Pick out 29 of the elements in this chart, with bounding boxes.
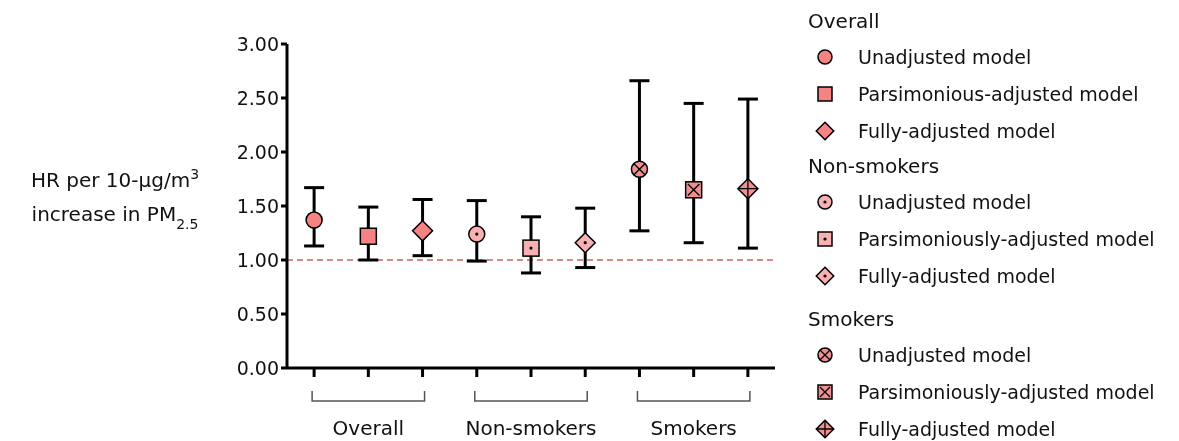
legend-label: Parsimoniously-adjusted model — [858, 227, 1155, 250]
y-tick-label: 3.00 — [236, 32, 279, 55]
legend-label: Unadjusted model — [858, 343, 1032, 366]
text: HR per 10-μg/m$^{3}$ increase in PM$_{2.5}$ — [30, 166, 200, 232]
y-tick-label: 0.50 — [236, 302, 279, 325]
point — [522, 239, 540, 257]
legend-label: Fully-adjusted model — [858, 264, 1056, 287]
point — [468, 225, 486, 243]
y-tick-label: 2.00 — [236, 140, 279, 163]
point — [305, 211, 323, 229]
legend-label: Fully-adjusted model — [858, 417, 1056, 440]
point — [411, 220, 434, 242]
legend-label: Fully-adjusted model — [858, 119, 1056, 142]
y-tick-label: 0.00 — [236, 356, 279, 379]
x-tick-label: Overall — [332, 416, 405, 440]
y-tick-label: 2.50 — [236, 86, 279, 109]
text: Smokers — [808, 306, 896, 333]
x-tick-label: Smokers — [650, 416, 737, 440]
point — [359, 227, 378, 245]
text: Overall — [808, 8, 881, 35]
text: Non-smokers — [808, 153, 941, 180]
x-tick-label: Non-smokers — [465, 416, 597, 440]
legend-label: Unadjusted model — [858, 45, 1032, 68]
y-tick-label: 1.50 — [236, 194, 279, 217]
y-tick-label: 1.00 — [236, 248, 279, 271]
legend-label: Parsimoniously-adjusted model — [858, 380, 1155, 403]
point — [574, 231, 596, 254]
legend-label: Parsimonious-adjusted model — [858, 82, 1139, 105]
legend-label: Unadjusted model — [858, 190, 1032, 213]
